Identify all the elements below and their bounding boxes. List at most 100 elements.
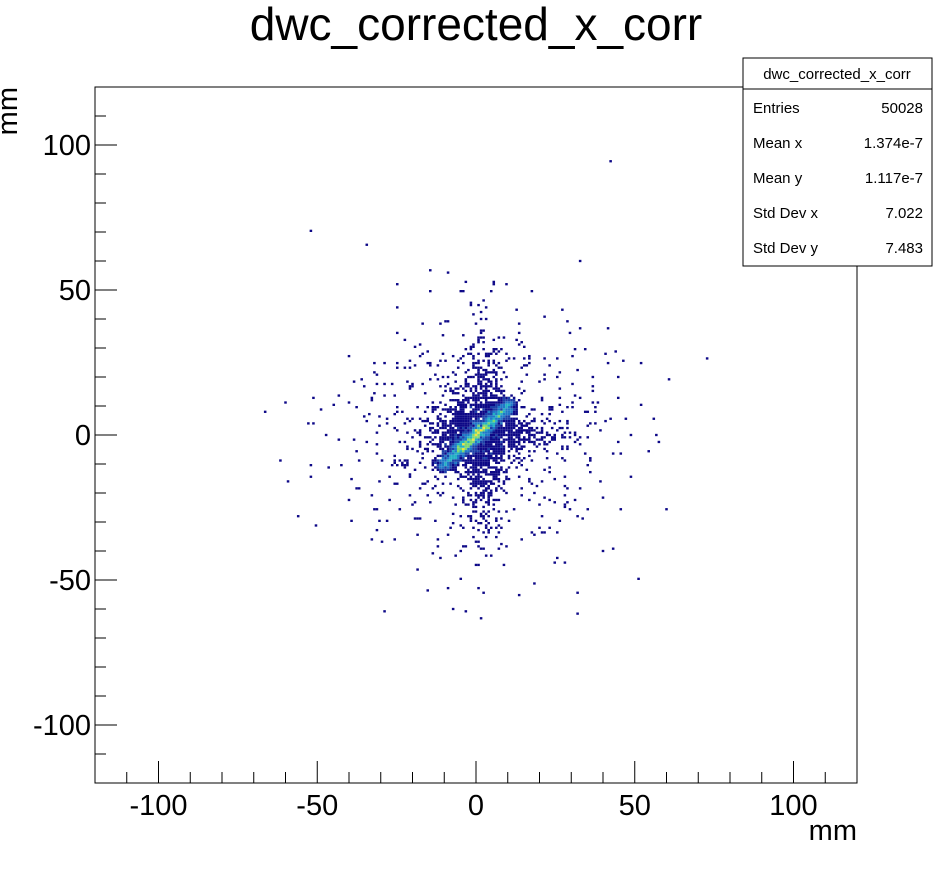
heatmap-cell (441, 447, 445, 451)
heatmap-cell (454, 450, 457, 453)
heatmap-cell (495, 461, 498, 464)
heatmap-cell (495, 457, 498, 460)
heatmap-cell (439, 440, 442, 444)
heatmap-cell (495, 378, 498, 381)
heatmap-cell (505, 415, 508, 418)
stat-mean-x-label: Mean x (753, 135, 803, 152)
heatmap-cell (477, 445, 480, 448)
heatmap-cell (477, 368, 480, 372)
heatmap-cell (500, 457, 503, 460)
heatmap-cell (489, 410, 493, 413)
heatmap-cell (517, 475, 521, 478)
heatmap-cell (484, 535, 488, 539)
heatmap-cell (464, 610, 468, 613)
heatmap-cell (489, 429, 493, 432)
heatmap-cell (459, 406, 463, 409)
heatmap-cell (484, 422, 488, 425)
heatmap-cell (464, 422, 468, 425)
heatmap-cell (484, 489, 488, 492)
heatmap-cell (451, 354, 455, 358)
heatmap-cell (469, 517, 473, 520)
heatmap-cell (375, 528, 379, 532)
heatmap-cell (484, 482, 488, 485)
heatmap-cell (487, 359, 490, 362)
heatmap-cell (492, 452, 496, 455)
heatmap-cell (474, 366, 478, 369)
heatmap-cell (500, 454, 503, 458)
heatmap-cell (484, 389, 488, 393)
heatmap-cell (444, 438, 447, 441)
heatmap-cell (487, 352, 490, 355)
heatmap-cell (423, 392, 427, 395)
heatmap-cell (482, 484, 485, 488)
heatmap-cell (439, 461, 442, 464)
heatmap-cell (512, 454, 516, 458)
heatmap-cell (373, 371, 376, 374)
heatmap-cell (502, 459, 506, 462)
heatmap-cell (545, 443, 549, 446)
heatmap-cell (454, 419, 457, 423)
heatmap-cell (439, 466, 442, 469)
heatmap-cell (454, 470, 457, 474)
heatmap-cell (489, 412, 493, 416)
heatmap-cell (647, 450, 650, 453)
heatmap-cell (482, 431, 485, 434)
heatmap-cell (479, 373, 483, 376)
heatmap-cell (489, 454, 493, 458)
stats-box-frame (742, 57, 933, 267)
heatmap-cell (497, 468, 501, 471)
heatmap-cell (451, 392, 455, 395)
heatmap-cell (464, 431, 468, 434)
heatmap-cell (469, 445, 473, 448)
heatmap-cell (502, 396, 506, 400)
heatmap-cell (563, 494, 567, 497)
heatmap-cell (507, 424, 511, 427)
heatmap-cell (477, 366, 480, 369)
heatmap-cell (586, 410, 590, 413)
heatmap-cell (510, 447, 513, 451)
heatmap-cell (469, 410, 473, 413)
heatmap-cell (517, 593, 521, 597)
heatmap-cell (492, 412, 496, 416)
heatmap-cell (515, 466, 518, 469)
heatmap-cell (462, 354, 465, 358)
heatmap-cell (522, 357, 526, 360)
heatmap-cell (482, 489, 485, 492)
heatmap-cell (464, 396, 468, 400)
heatmap-cell (472, 431, 475, 434)
heatmap-cell (477, 403, 480, 406)
heatmap-cell (469, 301, 473, 304)
heatmap-cell (487, 417, 490, 420)
heatmap-cell (446, 450, 450, 453)
heatmap-cell (464, 382, 468, 386)
heatmap-cell (495, 422, 498, 425)
heatmap-cell (639, 403, 643, 406)
heatmap-cell (286, 480, 290, 483)
heatmap-cell (540, 531, 544, 534)
heatmap-cell (500, 399, 503, 402)
heatmap-cell (520, 422, 523, 425)
heatmap-cell (456, 477, 460, 481)
heatmap-cell (472, 454, 475, 458)
heatmap-cell (548, 498, 551, 502)
heatmap-cell (500, 422, 503, 425)
heatmap-cell (553, 422, 557, 425)
heatmap-cell (439, 468, 442, 471)
heatmap-cell (456, 457, 460, 460)
heatmap-cell (492, 406, 496, 409)
heatmap-cell (477, 371, 480, 374)
heatmap-cell (487, 440, 490, 444)
heatmap-cell (487, 466, 490, 469)
heatmap-cell (449, 526, 452, 529)
heatmap-cell (456, 366, 460, 369)
heatmap-cell (495, 431, 498, 434)
heatmap-cell (454, 443, 457, 446)
heatmap-cell (462, 408, 465, 411)
heatmap-cell (502, 563, 506, 567)
heatmap-cell (472, 505, 475, 509)
heatmap-cell (355, 487, 358, 490)
heatmap-cell (520, 494, 523, 497)
heatmap-cell (474, 426, 478, 430)
heatmap-cell (474, 445, 478, 448)
